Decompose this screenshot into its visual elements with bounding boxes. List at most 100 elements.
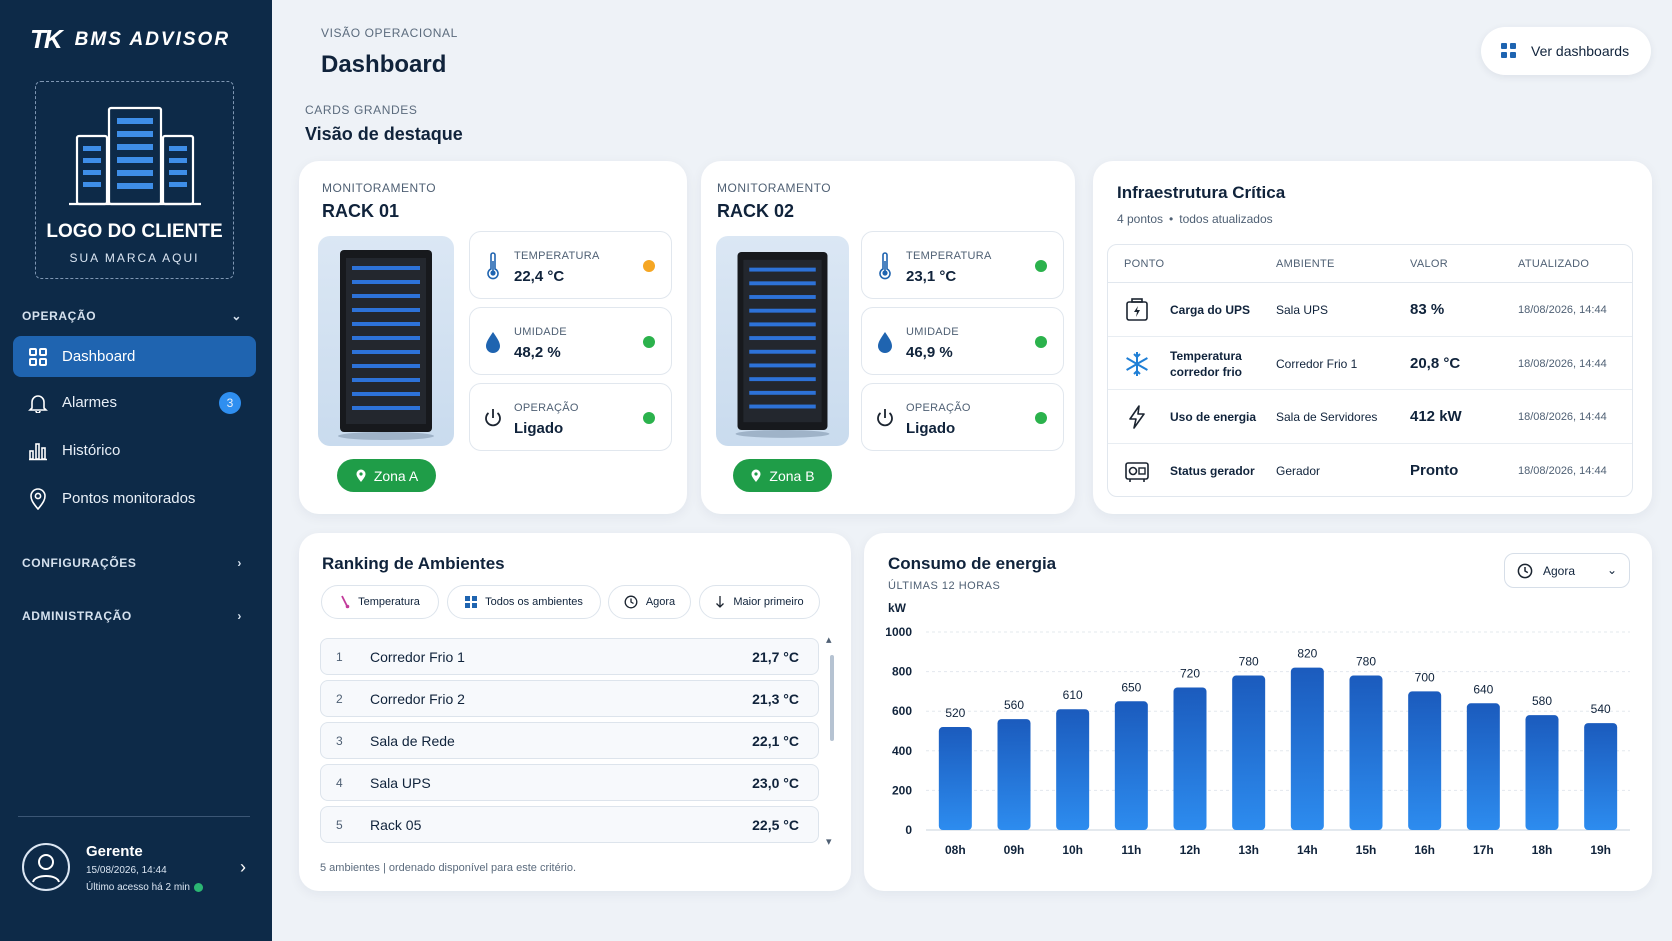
metric-label: TEMPERATURA <box>514 250 600 262</box>
location-pin-icon <box>751 469 761 482</box>
buildings-icon <box>68 106 201 206</box>
bar-value-label: 720 <box>1180 666 1200 680</box>
table-row[interactable]: Temperatura corredor frio Corredor Frio … <box>1108 337 1632 390</box>
brand-name: BMS ADVISOR <box>74 28 231 50</box>
row-ambiente: Corredor Frio 1 <box>1276 356 1358 371</box>
nav-alarmes[interactable]: Alarmes 3 <box>13 382 256 423</box>
filter-label: Temperatura <box>358 596 420 608</box>
bar-09h <box>997 719 1031 830</box>
x-tick-label: 08h <box>945 843 966 857</box>
bar-value-label: 640 <box>1473 682 1493 696</box>
arrow-down-icon <box>716 596 725 608</box>
row-name: Carga do UPS <box>1170 303 1251 317</box>
bar-chart-icon <box>29 442 47 460</box>
zone-badge[interactable]: Zona A <box>337 459 436 492</box>
chevron-down-icon: ⌄ <box>231 309 242 323</box>
zone-badge[interactable]: Zona B <box>733 459 832 492</box>
rack-title: RACK 01 <box>322 201 400 221</box>
user-profile[interactable]: Gerente 15/08/2026, 14:44 Último acesso … <box>22 843 252 895</box>
page-title: Dashboard <box>321 51 447 78</box>
bar-value-label: 650 <box>1121 680 1141 694</box>
rack-eyebrow: MONITORAMENTO <box>717 181 832 195</box>
rank-number: 2 <box>336 692 343 706</box>
ranking-title: Ranking de Ambientes <box>322 554 505 573</box>
bar-value-label: 580 <box>1532 694 1552 708</box>
list-item[interactable]: 4 Sala UPS 23,0 °C <box>320 764 819 801</box>
infra-critica-card: Infraestrutura Crítica 4 pontos • todos … <box>1093 161 1652 514</box>
period-select-value: Agora <box>1543 563 1576 578</box>
ver-dashboards-button[interactable]: Ver dashboards <box>1481 27 1651 75</box>
rank-number: 4 <box>336 776 343 790</box>
x-tick-label: 18h <box>1532 843 1553 857</box>
server-rack-image <box>716 236 849 446</box>
power-icon <box>485 409 501 427</box>
row-valor: 20,8 °C <box>1410 354 1461 372</box>
bar-18h <box>1525 715 1559 830</box>
filter-agora[interactable]: Agora <box>608 585 691 619</box>
nav-dashboard[interactable]: Dashboard <box>13 336 256 377</box>
scroll-down-icon[interactable]: ▾ <box>826 836 832 848</box>
lightning-icon <box>1129 405 1145 429</box>
chevron-right-icon: › <box>237 556 242 570</box>
client-logo-placeholder: LOGO DO CLIENTE SUA MARCA AQUI <box>35 81 234 279</box>
nav-historico[interactable]: Histórico <box>13 430 256 471</box>
filter-ordem[interactable]: Maior primeiro <box>699 585 820 619</box>
avatar <box>22 843 70 891</box>
section-operacao[interactable]: OPERAÇÃO ⌄ <box>22 309 242 323</box>
row-valor: 412 kW <box>1410 408 1462 425</box>
bar-16h <box>1408 691 1442 830</box>
user-icon <box>32 854 60 883</box>
metric-value: Ligado <box>906 420 956 437</box>
bell-icon <box>28 394 48 413</box>
metric-value: 23,1 °C <box>906 268 957 285</box>
nav-pontos-monitorados[interactable]: Pontos monitorados <box>13 478 256 519</box>
y-tick-label: 600 <box>892 704 912 718</box>
list-item[interactable]: 1 Corredor Frio 1 21,7 °C <box>320 638 819 675</box>
x-tick-label: 15h <box>1356 843 1377 857</box>
table-row[interactable]: Carga do UPS Sala UPS 83 % 18/08/2026, 1… <box>1108 283 1632 337</box>
ranking-card: Ranking de Ambientes Temperatura Todos o… <box>299 533 851 891</box>
rack-card-01: MONITORAMENTO RACK 01 Zona A TEMPERATURA… <box>299 161 687 514</box>
thermometer-icon <box>341 595 350 609</box>
rank-value: 22,5 °C <box>752 817 799 833</box>
bar-15h <box>1349 675 1383 830</box>
infra-count: 4 pontos <box>1117 212 1164 226</box>
bar-14h <box>1290 667 1324 830</box>
brand[interactable]: TK BMS ADVISOR <box>30 24 230 55</box>
section-operacao-label: OPERAÇÃO <box>22 309 97 323</box>
row-ambiente: Sala UPS <box>1276 303 1329 317</box>
rack-card-02: MONITORAMENTO RACK 02 Zona B TEMPERATURA… <box>701 161 1075 514</box>
table-row[interactable]: Uso de energia Sala de Servidores 412 kW… <box>1108 390 1632 444</box>
logo-subtitle: SUA MARCA AQUI <box>69 251 200 265</box>
section-configuracoes[interactable]: CONFIGURAÇÕES › <box>22 556 242 570</box>
snowflake-icon <box>1126 351 1148 376</box>
list-item[interactable]: 5 Rack 05 22,5 °C <box>320 806 819 843</box>
metric-label: UMIDADE <box>514 326 567 338</box>
scroll-up-icon[interactable]: ▴ <box>826 634 832 646</box>
nav-pontos-label: Pontos monitorados <box>62 490 196 507</box>
grid-icon <box>1501 43 1516 58</box>
server-rack-icon <box>735 252 830 438</box>
list-item[interactable]: 3 Sala de Rede 22,1 °C <box>320 722 819 759</box>
section-administracao[interactable]: ADMINISTRAÇÃO › <box>22 609 242 623</box>
list-item[interactable]: 2 Corredor Frio 2 21,3 °C <box>320 680 819 717</box>
section-administracao-label: ADMINISTRAÇÃO <box>22 609 132 623</box>
bar-17h <box>1466 703 1500 830</box>
rack-eyebrow: MONITORAMENTO <box>322 181 437 195</box>
metric-umidade: UMIDADE 46,9 % <box>861 307 1064 375</box>
filter-label: Agora <box>645 596 676 608</box>
filter-ambientes[interactable]: Todos os ambientes <box>447 585 601 619</box>
nav-historico-label: Histórico <box>62 442 121 459</box>
col-atualizado: ATUALIZADO <box>1518 258 1590 270</box>
x-tick-label: 17h <box>1473 843 1494 857</box>
bar-value-label: 820 <box>1297 647 1317 661</box>
filter-temperatura[interactable]: Temperatura <box>321 585 439 619</box>
energy-bar-chart: kW 0 200 400 600 800 1000 520 08h 560 09h 610 10h 6… <box>885 601 1630 857</box>
row-name: Temperatura corredor frio <box>1170 348 1243 379</box>
thermometer-icon <box>487 252 499 280</box>
rank-value: 22,1 °C <box>752 733 799 749</box>
metric-value: 48,2 % <box>514 344 561 361</box>
table-row[interactable]: Status gerador Gerador Pronto 18/08/2026… <box>1108 444 1632 497</box>
scrollbar-thumb[interactable] <box>830 655 834 741</box>
period-select[interactable]: Agora ⌄ <box>1504 553 1630 588</box>
